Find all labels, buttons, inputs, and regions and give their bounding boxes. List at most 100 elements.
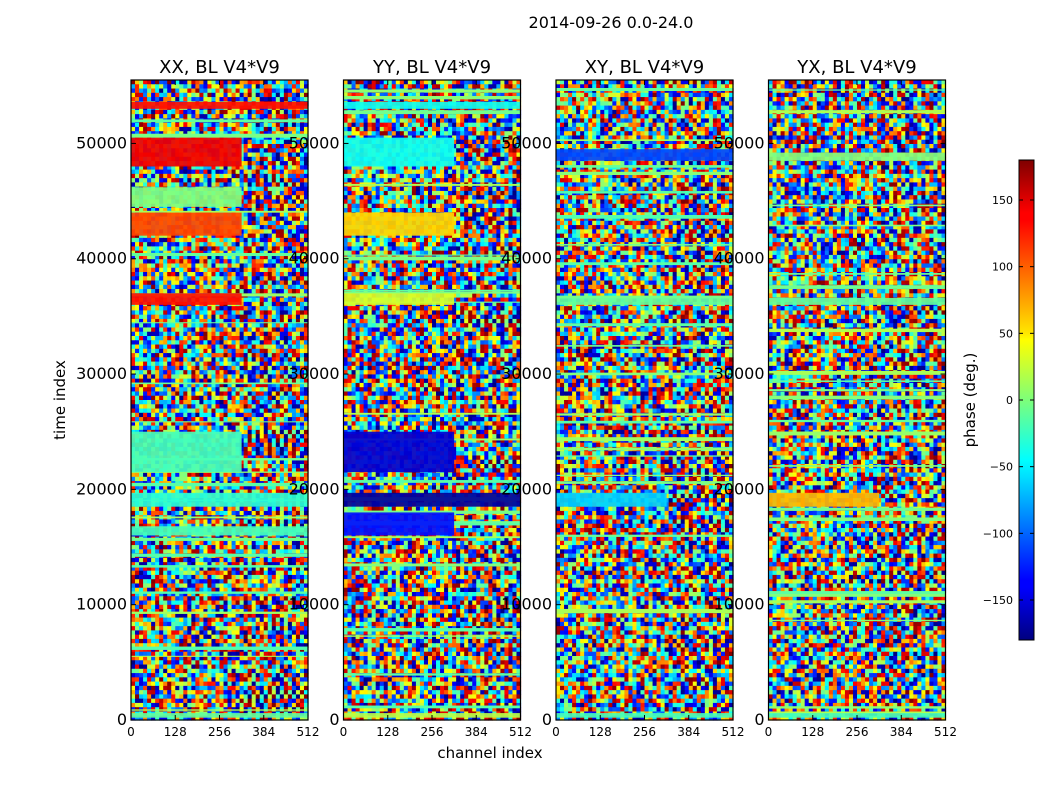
flag-line bbox=[556, 243, 733, 246]
flag-line bbox=[768, 419, 946, 423]
flag-line bbox=[343, 412, 521, 415]
flag-line bbox=[768, 389, 946, 392]
y-tick-label: 10000 bbox=[76, 595, 127, 614]
flag-line bbox=[131, 565, 308, 568]
colorbar: −150 −100 −50 0 50 100 150 phase (deg.) bbox=[961, 159, 1035, 641]
phase-texture bbox=[556, 80, 734, 721]
flag-line bbox=[556, 437, 733, 442]
flag-line bbox=[131, 591, 308, 594]
phase-band-6 bbox=[343, 101, 521, 109]
y-tick-label: 30000 bbox=[714, 364, 765, 383]
x-tick-label: 512 bbox=[934, 725, 957, 739]
phase-band-4 bbox=[343, 492, 521, 507]
flag-line bbox=[556, 323, 733, 327]
x-tick-label: 0 bbox=[765, 725, 773, 739]
flag-line bbox=[556, 481, 733, 484]
flag-line bbox=[343, 536, 521, 539]
flag-line bbox=[556, 345, 733, 347]
panel-title: XX, BL V4*V9 bbox=[159, 57, 280, 78]
flag-line bbox=[131, 421, 308, 423]
phase-band-2 bbox=[131, 212, 242, 236]
phase-band-0 bbox=[556, 149, 733, 161]
flag-line bbox=[768, 619, 946, 622]
x-tick-label: 256 bbox=[208, 725, 231, 739]
panel-title: YX, BL V4*V9 bbox=[796, 57, 916, 78]
x-tick-label: 256 bbox=[633, 725, 656, 739]
flag-line bbox=[768, 711, 946, 714]
flag-line bbox=[343, 256, 521, 261]
flag-line bbox=[131, 553, 308, 557]
panel-title: YY, BL V4*V9 bbox=[372, 57, 491, 78]
flag-line bbox=[343, 510, 521, 514]
flag-line bbox=[343, 289, 521, 292]
x-tick-label: 0 bbox=[127, 725, 135, 739]
flag-line bbox=[768, 593, 946, 597]
y-tick-label: 50000 bbox=[714, 133, 765, 152]
flag-line bbox=[343, 635, 521, 637]
flag-line bbox=[343, 183, 521, 186]
phase-texture bbox=[131, 80, 309, 721]
x-tick-label: 384 bbox=[252, 725, 275, 739]
phase-band-0 bbox=[131, 137, 242, 167]
flag-line bbox=[343, 89, 521, 93]
y-tick-label: 20000 bbox=[714, 479, 765, 498]
panel-2: XY, BL V4*V9 0 128 256 384 512 0 10000 20000 3000… bbox=[501, 57, 744, 739]
x-tick-label: 384 bbox=[465, 725, 488, 739]
flag-line bbox=[768, 591, 946, 594]
phase-band-3 bbox=[131, 293, 242, 305]
flag-line bbox=[556, 420, 733, 424]
flag-line bbox=[556, 534, 733, 537]
x-axis-label: channel index bbox=[437, 744, 542, 762]
y-tick-label: 30000 bbox=[76, 364, 127, 383]
panel-title: XY, BL V4*V9 bbox=[585, 57, 704, 78]
flag-line bbox=[556, 372, 733, 376]
phase-band-3 bbox=[343, 431, 455, 473]
y-tick-label: 30000 bbox=[501, 364, 552, 383]
phase-band-6 bbox=[131, 526, 308, 536]
y-tick-label: 0 bbox=[117, 710, 127, 729]
flag-line bbox=[343, 254, 521, 256]
flag-line bbox=[131, 382, 308, 385]
flag-line bbox=[556, 88, 733, 92]
y-tick-label: 10000 bbox=[289, 595, 340, 614]
flag-line bbox=[556, 171, 733, 176]
flag-line bbox=[556, 455, 733, 457]
flag-line bbox=[556, 447, 733, 451]
flag-line bbox=[343, 95, 521, 100]
flag-line bbox=[768, 395, 946, 400]
x-tick-label: 256 bbox=[846, 725, 869, 739]
flag-line bbox=[556, 262, 733, 266]
flag-line bbox=[131, 611, 308, 614]
flag-line bbox=[131, 537, 308, 541]
flag-line bbox=[768, 110, 946, 114]
flag-line bbox=[768, 273, 946, 275]
colorbar-tick-label: 0 bbox=[1006, 394, 1013, 407]
flag-line bbox=[768, 600, 946, 604]
flag-line bbox=[556, 191, 733, 194]
flag-line bbox=[768, 89, 946, 91]
y-tick-label: 50000 bbox=[76, 133, 127, 152]
y-tick-label: 0 bbox=[542, 710, 552, 729]
flag-line bbox=[768, 431, 946, 436]
x-tick-label: 384 bbox=[677, 725, 700, 739]
flag-line bbox=[343, 628, 521, 632]
phase-band-1 bbox=[131, 187, 242, 207]
colorbar-ticks: −150 −100 −50 0 50 100 150 bbox=[983, 194, 1034, 607]
colorbar-label: phase (deg.) bbox=[961, 353, 979, 448]
flag-line bbox=[343, 563, 521, 567]
y-tick-label: 0 bbox=[329, 710, 339, 729]
colorbar-tick-label: −50 bbox=[990, 461, 1013, 474]
y-tick-label: 20000 bbox=[76, 479, 127, 498]
flag-line bbox=[768, 706, 946, 709]
y-tick-label: 20000 bbox=[289, 479, 340, 498]
flag-line bbox=[556, 608, 733, 612]
y-tick-label: 50000 bbox=[289, 133, 340, 152]
flag-line bbox=[768, 380, 946, 382]
phase-band-2 bbox=[343, 293, 455, 305]
flag-line bbox=[131, 210, 308, 213]
flag-line bbox=[768, 328, 946, 333]
y-tick-label: 0 bbox=[754, 710, 764, 729]
flag-line bbox=[768, 517, 946, 522]
panel-1: YY, BL V4*V9 0 128 256 384 512 0 10000 20000 3000… bbox=[289, 57, 532, 739]
flag-line bbox=[131, 322, 308, 324]
